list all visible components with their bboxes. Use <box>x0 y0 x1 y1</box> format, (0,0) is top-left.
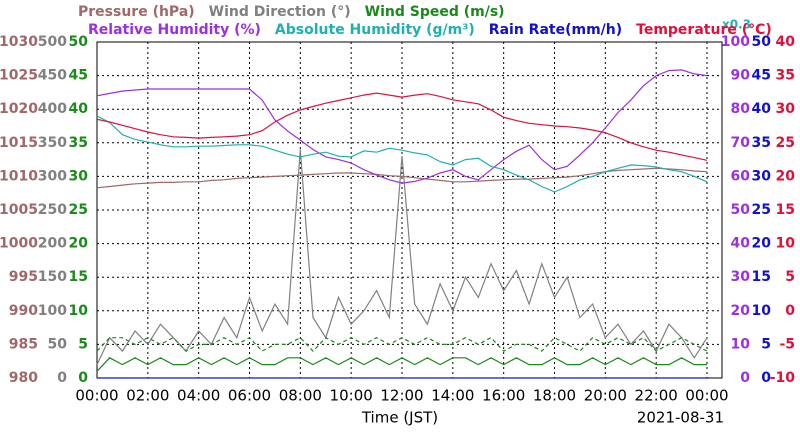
y-tick-label: 80 <box>731 101 751 117</box>
y-tick-label: 200 <box>38 236 67 252</box>
x-tick-label: 04:00 <box>177 387 220 405</box>
y-tick-label: 250 <box>38 202 67 218</box>
y-tick-label: 350 <box>38 135 67 151</box>
y-tick-label: 15 <box>776 202 795 218</box>
y-tick-label: 45 <box>752 68 771 84</box>
y-tick-label: 70 <box>731 135 751 151</box>
y-tick-label: 50 <box>752 34 772 50</box>
y-tick-label: 450 <box>38 68 67 84</box>
y-tick-label: 50 <box>731 202 751 218</box>
y-tick-label: 90 <box>731 68 751 84</box>
y-tick-label: 1005 <box>0 202 38 218</box>
annotation: x0.3 <box>722 18 751 32</box>
y-tick-label: 400 <box>38 101 67 117</box>
y-tick-label: 40 <box>752 101 772 117</box>
x-tick-label: 18:00 <box>533 387 576 405</box>
y-tick-label: 1025 <box>0 68 38 84</box>
x-tick-label: 00:00 <box>75 387 118 405</box>
legend-entry: Wind Direction (°) <box>209 4 351 20</box>
y-tick-label: 50 <box>48 336 68 352</box>
x-tick-label: 12:00 <box>380 387 423 405</box>
y-tick-label: 30 <box>69 168 89 184</box>
y-tick-label: 60 <box>731 168 751 184</box>
y-tick-label: 20 <box>752 236 772 252</box>
x-tick-label: 22:00 <box>635 387 678 405</box>
y-tick-label: 30 <box>776 101 796 117</box>
y-tick-label: 985 <box>9 336 38 352</box>
legend-entry: Rain Rate(mm/h) <box>489 22 622 38</box>
legend-entry: Wind Speed (m/s) <box>365 4 505 20</box>
y-tick-label: 0 <box>740 370 750 386</box>
y-tick-label: 40 <box>776 34 796 50</box>
y-tick-label: 980 <box>9 370 38 386</box>
y-tick-label: 150 <box>38 269 67 285</box>
y-tick-label: 5 <box>761 336 771 352</box>
y-tick-label: 100 <box>721 34 750 50</box>
x-tick-label: 08:00 <box>279 387 322 405</box>
y-tick-label: 35 <box>69 135 88 151</box>
x-tick-label: 02:00 <box>126 387 169 405</box>
y-tick-label: 995 <box>9 269 38 285</box>
legend-entry: Pressure (hPa) <box>78 4 195 20</box>
y-tick-label: 500 <box>38 34 67 50</box>
y-tick-label: 45 <box>69 68 88 84</box>
date-label: 2021-08-31 <box>637 409 724 427</box>
y-tick-label: 30 <box>731 269 751 285</box>
legend-entry: Absolute Humidity (g/m³) <box>275 22 475 38</box>
y-tick-label: 30 <box>752 168 772 184</box>
y-tick-label: 0 <box>785 303 795 319</box>
y-tick-label: 5 <box>785 269 795 285</box>
y-tick-label: 0 <box>761 370 771 386</box>
y-tick-label: 25 <box>752 202 771 218</box>
y-tick-label: -10 <box>770 370 796 386</box>
series-line <box>96 336 708 352</box>
y-tick-label: 1030 <box>0 34 38 50</box>
x-tick-label: 10:00 <box>330 387 373 405</box>
y-tick-label: 1010 <box>0 168 38 184</box>
y-tick-label: 35 <box>752 135 771 151</box>
y-tick-label: 25 <box>69 202 88 218</box>
y-tick-label: 100 <box>38 303 67 319</box>
legend-entry: Temperature (°C) <box>636 22 772 38</box>
y-tick-label: 10 <box>731 336 751 352</box>
y-tick-label: 25 <box>776 135 795 151</box>
x-tick-label: 20:00 <box>584 387 627 405</box>
y-tick-label: 15 <box>752 269 771 285</box>
y-tick-label: 1000 <box>0 236 38 252</box>
x-tick-label: 00:00 <box>685 387 728 405</box>
legend-entry: Relative Humidity (%) <box>88 22 261 38</box>
series-line <box>96 115 708 193</box>
series-line <box>96 69 708 184</box>
y-tick-label: 990 <box>9 303 38 319</box>
series-line <box>96 92 708 161</box>
y-tick-label: 20 <box>776 168 796 184</box>
y-tick-label: 10 <box>69 303 89 319</box>
y-tick-label: 0 <box>57 370 67 386</box>
y-tick-label: 1015 <box>0 135 38 151</box>
y-tick-label: 50 <box>69 34 89 50</box>
y-tick-label: 20 <box>731 303 751 319</box>
x-tick-label: 16:00 <box>482 387 525 405</box>
y-tick-label: 40 <box>731 236 751 252</box>
y-tick-label: 15 <box>69 269 88 285</box>
y-tick-label: 40 <box>69 101 89 117</box>
x-axis-label: Time (JST) <box>361 409 438 427</box>
y-tick-label: 35 <box>776 68 795 84</box>
series-line <box>96 357 707 372</box>
y-tick-label: 5 <box>78 336 88 352</box>
y-tick-label: 20 <box>69 236 89 252</box>
y-tick-label: 0 <box>78 370 88 386</box>
y-tick-label: 10 <box>752 303 772 319</box>
y-tick-label: 10 <box>776 236 796 252</box>
x-tick-label: 14:00 <box>431 387 474 405</box>
y-tick-label: 300 <box>38 168 67 184</box>
x-tick-label: 06:00 <box>228 387 271 405</box>
y-tick-label: 1020 <box>0 101 38 117</box>
y-tick-label: -5 <box>779 336 795 352</box>
series-line <box>96 149 708 365</box>
